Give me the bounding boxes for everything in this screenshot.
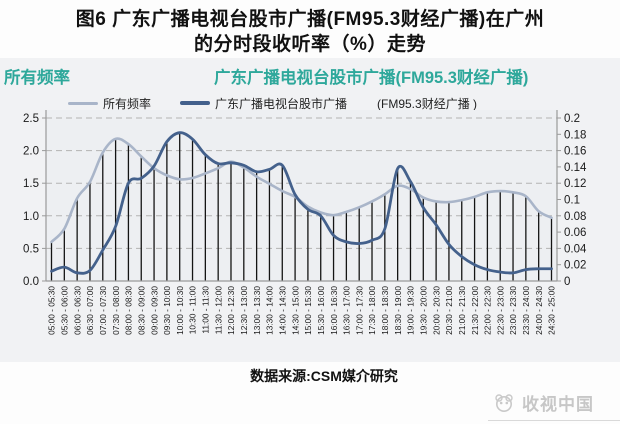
x-tick-label: 12:30 - 13:00	[239, 286, 249, 335]
x-tick-label: 10:30 - 11:00	[188, 286, 198, 335]
x-tick-label: 22:30 - 23:00	[495, 286, 505, 335]
svg-text:0.08: 0.08	[564, 211, 586, 223]
x-tick-label: 08:30 - 09:00	[136, 286, 146, 335]
x-tick-label: 18:30 - 19:00	[393, 286, 403, 335]
x-tick-label: 09:30 - 10:00	[162, 286, 172, 335]
svg-text:0.14: 0.14	[564, 162, 587, 174]
x-tick-label: 16:30 - 17:00	[342, 286, 352, 335]
x-tick-label: 13:00 - 13:30	[252, 286, 262, 335]
axes	[45, 110, 558, 282]
svg-text:0.1: 0.1	[564, 195, 580, 207]
x-tick-label: 06:30 - 07:00	[85, 286, 95, 335]
svg-text:0.06: 0.06	[564, 227, 586, 239]
legend-swatch-station	[180, 101, 210, 105]
series-line-fm953	[50, 131, 553, 275]
x-tick-label: 21:00 - 21:30	[457, 286, 467, 335]
svg-text:2.5: 2.5	[23, 113, 39, 125]
svg-text:0.0: 0.0	[23, 276, 39, 288]
svg-text:1.5: 1.5	[23, 178, 39, 190]
x-tick-label: 21:30 - 22:00	[470, 286, 480, 335]
legend-label-station-suffix: (FM95.3财经广播 )	[377, 96, 478, 111]
left-axis-labels: 0.0 0.5 1.0 1.5 2.0 2.5	[23, 113, 46, 288]
x-tick-label: 14:30 - 15:00	[290, 286, 300, 335]
svg-text:0.16: 0.16	[564, 146, 586, 158]
shoushi-china-watermark: 收视中国	[492, 390, 594, 415]
x-tick-label: 24:30 - 25:00	[547, 286, 557, 335]
x-tick-label: 20:30 - 21:00	[444, 286, 454, 335]
x-tick-label: 09:00 - 09:30	[149, 286, 159, 335]
x-tick-label: 15:30 - 16:00	[316, 286, 326, 335]
svg-text:0.2: 0.2	[564, 113, 580, 125]
series-header-all-frequencies: 所有频率	[4, 69, 70, 87]
data-source-note: 数据来源:CSM媒介研究	[250, 368, 398, 384]
x-tick-label: 07:00 - 07:30	[98, 286, 108, 335]
right-axis-labels: 0 0.02 0.04 0.06 0.08 0.1 0.12 0.14 0.16 0.18 0.2	[557, 113, 587, 288]
svg-text:0.18: 0.18	[564, 129, 586, 141]
x-tick-label: 05:30 - 06:00	[60, 286, 70, 335]
x-tick-label: 07:30 - 08:00	[111, 286, 121, 335]
svg-text:0: 0	[564, 276, 570, 288]
x-tick-label: 16:00 - 16:30	[329, 286, 339, 335]
x-tick-label: 17:00 - 17:30	[354, 286, 364, 335]
svg-text:0.04: 0.04	[564, 243, 587, 255]
legend-label-all-frequencies: 所有频率	[103, 96, 152, 111]
svg-text:1.0: 1.0	[23, 211, 39, 223]
legend-item-all-frequencies: 所有频率	[68, 96, 152, 111]
x-tick-label: 23:00 - 23:30	[508, 286, 518, 335]
watermark-divider	[488, 420, 620, 421]
svg-text:0.02: 0.02	[564, 260, 586, 272]
title-line-1: 图6 广东广播电视台股市广播(FM95.3财经广播)在广州	[75, 9, 545, 30]
x-tick-label: 08:00 - 08:30	[124, 286, 134, 335]
x-tick-label: 11:30 - 12:00	[213, 286, 223, 335]
legend-item-station: 广东广播电视台股市广播 (FM95.3财经广播 )	[180, 96, 478, 111]
x-tick-label: 23:30 - 24:00	[521, 286, 531, 335]
x-tick-label: 14:00 - 14:30	[277, 286, 287, 335]
plot-area	[46, 110, 557, 281]
x-tick-label: 11:00 - 11:30	[201, 286, 211, 334]
x-tick-label: 06:00 - 06:30	[72, 286, 82, 335]
watermark-label: 收视中国	[522, 395, 594, 414]
x-tick-label: 19:30 - 20:00	[418, 286, 428, 335]
panda-tv-icon	[495, 393, 513, 412]
x-tick-label: 10:00 - 10:30	[175, 286, 185, 335]
legend-label-station: 广东广播电视台股市广播	[215, 96, 348, 111]
x-tick-label: 12:00 - 12:30	[226, 286, 236, 335]
svg-text:0.12: 0.12	[564, 178, 586, 190]
x-tick-label: 05:00 - 05:30	[47, 286, 57, 335]
x-tick-label: 24:00 - 24:30	[534, 286, 544, 335]
svg-text:2.0: 2.0	[23, 146, 39, 158]
x-tick-label: 18:00 - 18:30	[380, 286, 390, 335]
x-tick-label: 17:30 - 18:00	[367, 286, 377, 335]
x-tick-label: 13:30 - 14:00	[265, 286, 275, 335]
title-line-2: 的分时段收听率（%）走势	[194, 34, 426, 55]
svg-text:0.5: 0.5	[23, 243, 39, 255]
x-tick-label: 19:00 - 19:30	[406, 286, 416, 335]
drop-lines	[50, 132, 553, 281]
gridlines	[46, 117, 557, 249]
x-tick-label: 15:00 - 15:30	[303, 286, 313, 335]
series-header-station: 广东广播电视台股市广播(FM95.3财经广播)	[214, 69, 529, 87]
legend-swatch-all-frequencies	[68, 101, 98, 105]
x-tick-label: 20:00 - 20:30	[431, 286, 441, 335]
x-tick-label: 22:00 - 22:30	[483, 286, 493, 335]
x-axis-labels: 05:00 - 05:30 05:30 - 06:00 06:00 - 06:30 0…	[47, 286, 557, 335]
